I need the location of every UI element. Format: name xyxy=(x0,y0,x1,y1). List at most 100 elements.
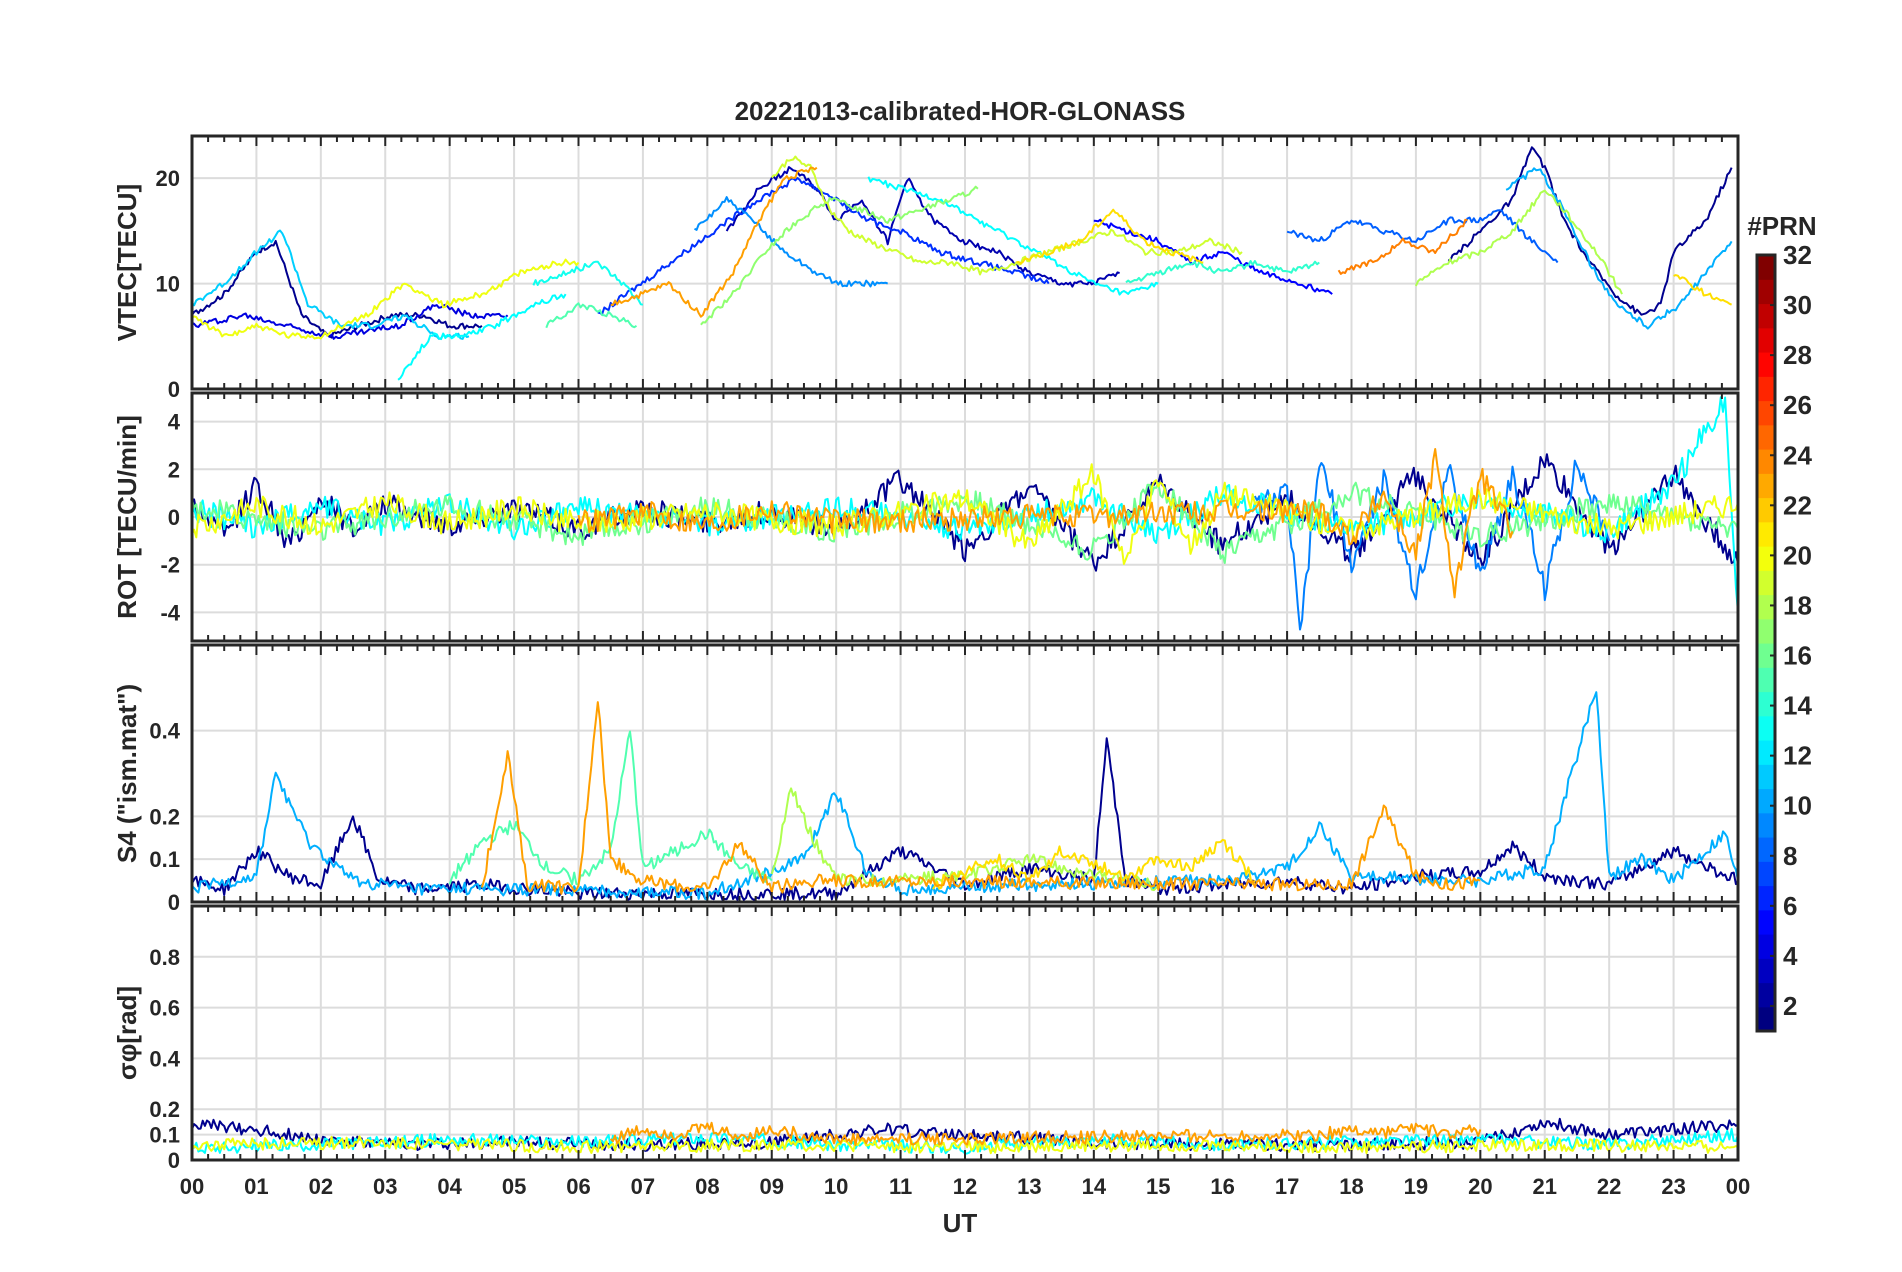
x-tick-label: 03 xyxy=(373,1174,397,1199)
y-tick-label: 0.1 xyxy=(149,1123,180,1148)
colorbar-tick-label: 8 xyxy=(1783,841,1797,871)
colorbar-tick-label: 32 xyxy=(1783,240,1812,270)
colorbar-segment xyxy=(1757,643,1775,668)
y-tick-label: 0 xyxy=(168,1148,180,1173)
panel-sigma_phi: 00.10.2 0.4 0.6 0.8 σφ[rad] xyxy=(112,904,1740,1173)
colorbar-segment xyxy=(1757,473,1775,499)
panel-s4: 0 0.1 0.2 0.4 S4 ("ism.mat") xyxy=(112,643,1740,915)
x-tick-label: 22 xyxy=(1597,1174,1621,1199)
x-tick-label: 04 xyxy=(437,1174,462,1199)
series-line-prn-20 xyxy=(192,463,1738,565)
colorbar-tick-label: 16 xyxy=(1783,641,1812,671)
series-line-prn-3 xyxy=(192,303,509,340)
y-tick-label: 0.2 xyxy=(149,804,180,829)
y-tick-label: 20 xyxy=(156,166,180,191)
x-tick-label: 06 xyxy=(566,1174,590,1199)
series-line-prn-11 xyxy=(192,229,470,340)
x-tick-label: 07 xyxy=(631,1174,655,1199)
series-line-prn-12 xyxy=(867,176,1159,296)
y-tick-label: 0.4 xyxy=(149,719,180,744)
colorbar-segment xyxy=(1757,934,1775,959)
colorbar-segment xyxy=(1757,667,1775,693)
x-tick-label: 14 xyxy=(1082,1174,1107,1199)
colorbar-tick-label: 14 xyxy=(1783,691,1812,721)
series-line-prn-20 xyxy=(192,258,580,340)
colorbar-segment xyxy=(1757,958,1775,984)
series-line-prn-5 xyxy=(1093,218,1333,295)
x-tick-label: 21 xyxy=(1533,1174,1557,1199)
y-tick-label: 4 xyxy=(168,410,181,435)
colorbar-title: #PRN xyxy=(1747,211,1816,241)
y-axis-label: VTEC[TECU] xyxy=(112,184,142,341)
x-tick-label: 16 xyxy=(1210,1174,1234,1199)
x-tick-label: 01 xyxy=(244,1174,268,1199)
x-tick-label: 15 xyxy=(1146,1174,1170,1199)
y-axis-label: ROT [TECU/min] xyxy=(112,415,142,619)
colorbar-tick-label: 26 xyxy=(1783,390,1812,420)
colorbar-segment xyxy=(1757,740,1775,765)
axis-frame xyxy=(190,643,1740,904)
colorbar-segment xyxy=(1757,691,1775,717)
colorbar-tick-label: 6 xyxy=(1783,891,1797,921)
x-tick-label: 00 xyxy=(1726,1174,1750,1199)
colorbar-segment xyxy=(1757,376,1775,402)
series-line-prn-21 xyxy=(1016,208,1204,265)
series-line-prn-1 xyxy=(192,239,483,339)
series-line-prn-15 xyxy=(545,302,638,329)
colorbar-tick-label: 18 xyxy=(1783,590,1812,620)
colorbar-tick-label: 2 xyxy=(1783,991,1797,1021)
axis-frame xyxy=(190,134,1740,391)
colorbar-segment xyxy=(1757,546,1775,571)
colorbar-segment xyxy=(1757,255,1775,280)
colorbar-segment xyxy=(1757,594,1775,620)
series-line-prn-2 xyxy=(725,166,1120,288)
y-tick-label: 0.8 xyxy=(149,945,180,970)
colorbar-tick-label: 24 xyxy=(1783,440,1812,470)
colorbar-frame xyxy=(1755,253,1777,1033)
colorbar-segment xyxy=(1757,812,1775,838)
series-line-prn-12 xyxy=(397,293,567,381)
series-line-prn-14 xyxy=(1125,260,1320,284)
series-line-prn-23 xyxy=(609,1121,1482,1147)
series-line-prn-23 xyxy=(480,701,1481,895)
x-tick-label: 18 xyxy=(1339,1174,1363,1199)
series-line-prn-18 xyxy=(1414,189,1623,295)
colorbar-tick-label: 20 xyxy=(1783,540,1812,570)
panel-vtec: 0 10 20 VTEC[TECU] xyxy=(112,134,1740,402)
x-tick-label: 19 xyxy=(1404,1174,1428,1199)
colorbar-segment xyxy=(1757,449,1775,474)
colorbar-segment xyxy=(1757,788,1775,814)
colorbar-segment xyxy=(1757,982,1775,1008)
x-axis: 00 01 02 03 04 05 06 07 08 09 10 11 12 13 14 15 16 17 18 19… xyxy=(180,1174,1750,1199)
y-tick-label: 0.6 xyxy=(149,996,180,1021)
y-tick-label: 0.1 xyxy=(149,847,180,872)
y-tick-label: 0 xyxy=(168,377,180,402)
colorbar-tick-label: 10 xyxy=(1783,791,1812,821)
colorbar-segment xyxy=(1757,618,1775,644)
series-line-prn-13 xyxy=(532,260,644,306)
series-group xyxy=(192,146,1733,381)
chart-title: 20221013-calibrated-HOR-GLONASS xyxy=(735,96,1186,126)
x-axis-label: UT xyxy=(943,1208,978,1238)
colorbar-segment xyxy=(1757,521,1775,547)
y-tick-label: 0 xyxy=(168,890,180,915)
x-tick-label: 12 xyxy=(953,1174,977,1199)
colorbar-segment xyxy=(1757,764,1775,790)
series-line-prn-23 xyxy=(577,448,1514,599)
series-line-prn-4 xyxy=(597,177,1050,316)
x-tick-label: 23 xyxy=(1661,1174,1685,1199)
series-line-prn-17 xyxy=(700,185,979,326)
y-tick-label: 0 xyxy=(168,505,180,530)
colorbar-segment xyxy=(1757,303,1775,329)
colorbar-segment xyxy=(1757,715,1775,741)
series-line-prn-7 xyxy=(1286,209,1559,264)
panel-rot: -4 -2 0 2 4 ROT [TECU/min] xyxy=(112,391,1740,643)
x-tick-label: 05 xyxy=(502,1174,526,1199)
y-tick-label: 0.2 xyxy=(149,1097,180,1122)
series-line-prn-23 xyxy=(610,166,818,318)
x-tick-label: 10 xyxy=(824,1174,848,1199)
x-tick-label: 08 xyxy=(695,1174,719,1199)
